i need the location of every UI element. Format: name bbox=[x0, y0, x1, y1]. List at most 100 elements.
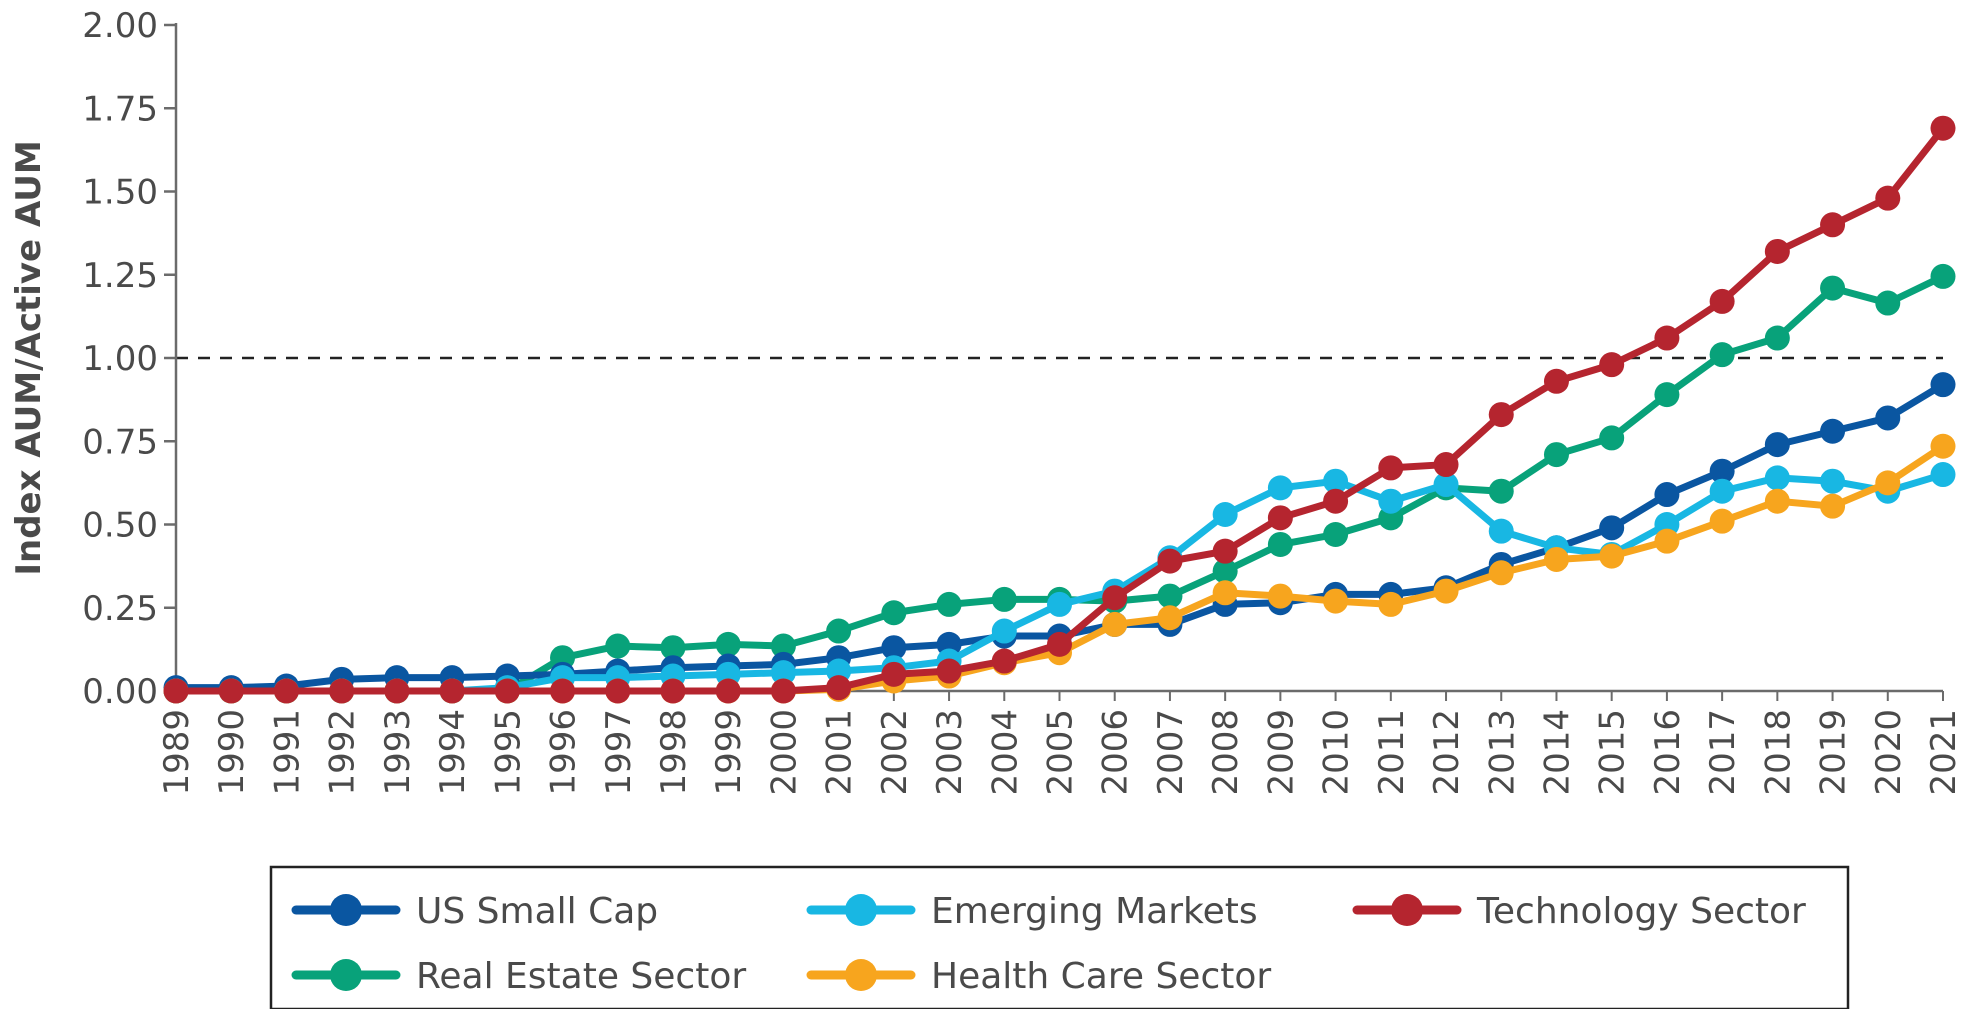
data-point bbox=[1875, 405, 1901, 431]
data-point bbox=[1378, 455, 1404, 481]
legend-item: US Small Cap bbox=[291, 891, 658, 932]
x-tick-label: 2008 bbox=[1206, 709, 1246, 796]
y-tick-label: 1.25 bbox=[82, 256, 158, 296]
data-point bbox=[550, 678, 576, 704]
y-axis-title: Index AUM/Active AUM bbox=[9, 140, 49, 575]
data-point bbox=[1157, 548, 1183, 574]
data-point bbox=[1102, 585, 1128, 611]
data-point bbox=[1875, 290, 1901, 316]
data-point bbox=[1488, 478, 1514, 504]
data-point bbox=[1930, 462, 1956, 488]
y-tick-label: 1.50 bbox=[82, 173, 158, 213]
data-point bbox=[1764, 432, 1790, 458]
data-point bbox=[1930, 263, 1956, 289]
x-tick-label: 1999 bbox=[709, 709, 749, 796]
data-point bbox=[1433, 578, 1459, 604]
data-point bbox=[1820, 212, 1846, 238]
data-point bbox=[1654, 382, 1680, 408]
x-tick-label: 2007 bbox=[1151, 709, 1191, 796]
data-point bbox=[1599, 515, 1625, 541]
legend-item: Health Care Sector bbox=[806, 956, 1271, 997]
data-point bbox=[329, 678, 355, 704]
x-tick-label: 1992 bbox=[323, 709, 363, 796]
data-point bbox=[1709, 288, 1735, 314]
legend-item: Real Estate Sector bbox=[291, 956, 746, 997]
data-point bbox=[1267, 505, 1293, 531]
x-tick-label: 2017 bbox=[1703, 709, 1743, 796]
x-tick-label: 1990 bbox=[212, 709, 252, 796]
legend-label: Technology Sector bbox=[1476, 891, 1806, 932]
legend-item: Emerging Markets bbox=[806, 891, 1258, 932]
data-point bbox=[273, 678, 299, 704]
legend-label: US Small Cap bbox=[416, 891, 658, 932]
data-point bbox=[1543, 442, 1569, 468]
data-point bbox=[715, 678, 741, 704]
data-point bbox=[1378, 488, 1404, 514]
data-point bbox=[1433, 472, 1459, 498]
data-point bbox=[1709, 342, 1735, 368]
data-point bbox=[660, 678, 686, 704]
y-tick-label: 0.00 bbox=[82, 672, 158, 712]
data-point bbox=[1047, 631, 1072, 657]
y-tick-label: 0.50 bbox=[82, 506, 158, 546]
data-point bbox=[1488, 518, 1514, 544]
x-tick-label: 2019 bbox=[1814, 709, 1854, 796]
data-point bbox=[1323, 588, 1349, 614]
x-tick-label: 1991 bbox=[267, 709, 307, 796]
data-point bbox=[1820, 418, 1846, 444]
data-point bbox=[1654, 528, 1680, 554]
data-point bbox=[1488, 402, 1514, 428]
series-technology-sector bbox=[163, 115, 1956, 704]
data-point bbox=[881, 661, 907, 687]
x-tick-label: 2013 bbox=[1482, 709, 1522, 796]
x-tick-label: 1998 bbox=[654, 709, 694, 796]
x-tick-label: 1989 bbox=[157, 709, 197, 796]
data-point bbox=[1488, 560, 1514, 586]
data-point bbox=[439, 678, 465, 704]
data-point bbox=[1764, 238, 1790, 264]
x-tick-label: 1996 bbox=[544, 709, 584, 796]
data-point bbox=[770, 633, 796, 659]
data-point bbox=[1599, 352, 1625, 378]
data-point bbox=[1764, 325, 1790, 351]
data-point bbox=[1599, 543, 1625, 569]
data-point bbox=[1212, 538, 1238, 564]
x-tick-label: 2016 bbox=[1648, 709, 1688, 796]
legend-item: Technology Sector bbox=[1352, 891, 1806, 932]
data-point bbox=[1212, 580, 1238, 606]
data-point bbox=[1930, 115, 1956, 141]
x-tick-label: 2006 bbox=[1096, 709, 1136, 796]
data-point bbox=[881, 635, 907, 661]
x-tick-label: 1995 bbox=[488, 709, 528, 796]
y-tick-label: 2.00 bbox=[82, 6, 158, 46]
data-point bbox=[1930, 433, 1956, 459]
data-point bbox=[660, 635, 686, 661]
data-point bbox=[1047, 591, 1072, 617]
legend-swatch-marker bbox=[845, 894, 877, 926]
x-tick-label: 2014 bbox=[1537, 709, 1577, 796]
x-tick-label: 2001 bbox=[820, 709, 860, 796]
data-point bbox=[1709, 458, 1735, 484]
data-point bbox=[218, 678, 244, 704]
data-point bbox=[1764, 465, 1790, 491]
x-tick-label: 2002 bbox=[875, 709, 915, 796]
data-point bbox=[1267, 475, 1293, 501]
data-point bbox=[1875, 185, 1901, 211]
x-tick-label: 2003 bbox=[930, 709, 970, 796]
legend-swatch-marker bbox=[1391, 894, 1423, 926]
data-point bbox=[1543, 368, 1569, 394]
data-point bbox=[384, 678, 410, 704]
series-health-care-sector bbox=[163, 433, 1956, 704]
data-point bbox=[1820, 493, 1846, 519]
data-point bbox=[1543, 546, 1569, 572]
data-point bbox=[1267, 583, 1293, 609]
x-tick-label: 2012 bbox=[1427, 709, 1467, 796]
data-point bbox=[715, 631, 741, 657]
y-tick-label: 0.25 bbox=[82, 589, 158, 629]
data-point bbox=[1654, 482, 1680, 508]
x-tick-label: 1994 bbox=[433, 709, 473, 796]
data-point bbox=[1157, 583, 1183, 609]
y-axis-ticks: 0.00 0.25 0.50 0.75 1.00 1.25 1.50 1.75 2.00 bbox=[82, 6, 176, 712]
data-point bbox=[826, 618, 852, 644]
